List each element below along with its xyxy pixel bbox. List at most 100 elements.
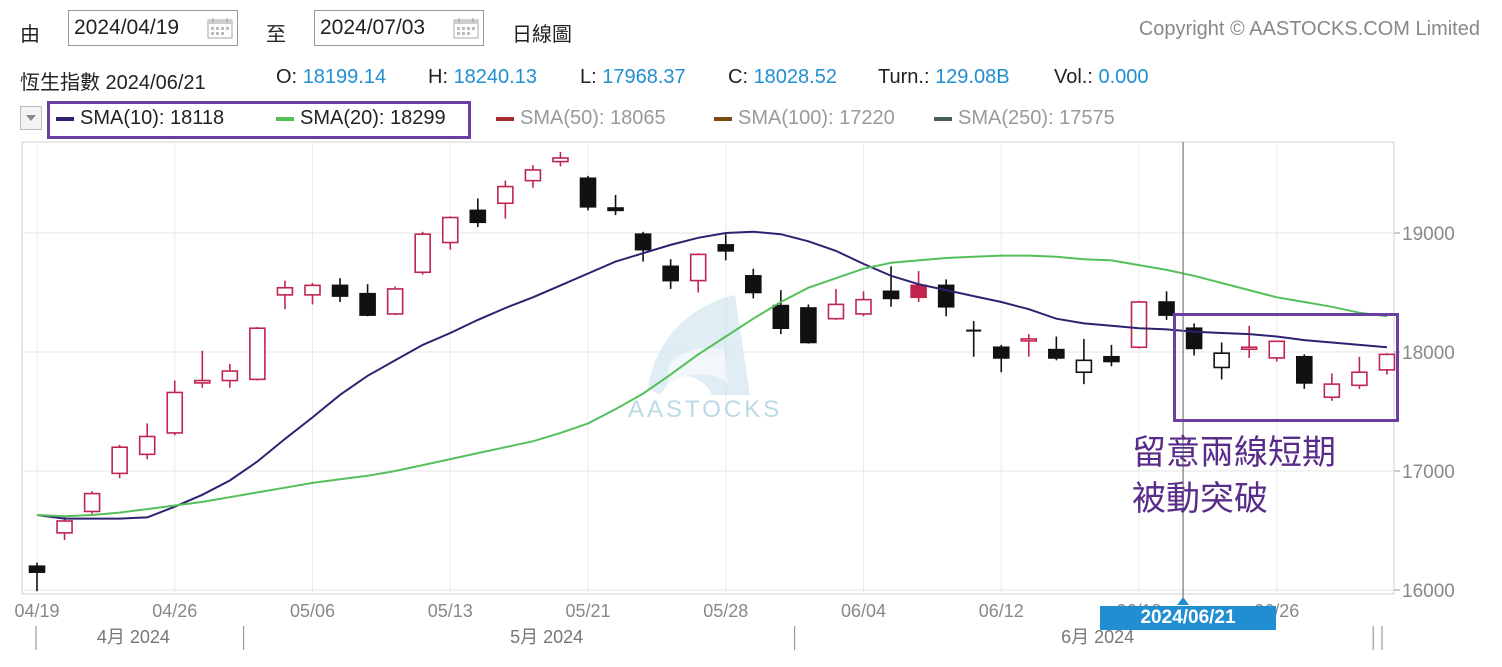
candle-body bbox=[414, 233, 432, 274]
candle bbox=[579, 175, 597, 211]
sma-line bbox=[36, 254, 1388, 518]
sma-20-legend[interactable]: SMA(20): 18299 bbox=[276, 107, 446, 130]
from-date-field[interactable]: 2024/04/19 bbox=[68, 10, 238, 46]
candle bbox=[689, 253, 707, 293]
candle-body bbox=[910, 284, 927, 299]
candle bbox=[194, 350, 211, 388]
y-tick-label: 19000 bbox=[1402, 224, 1455, 245]
candle bbox=[221, 363, 239, 388]
x-tick-label: 05/13 bbox=[428, 601, 473, 621]
month-label: 6月 2024 bbox=[1061, 627, 1134, 647]
candle-body bbox=[1130, 301, 1148, 349]
candle-body bbox=[194, 379, 211, 384]
x-axis: 04/19 04/26 05/06 05/13 05/21 05/28 06/04 06/12… bbox=[14, 601, 1383, 650]
chevron-down-icon bbox=[26, 115, 36, 121]
indicator-dropdown[interactable] bbox=[20, 106, 42, 130]
annotation-line: 被動突破 bbox=[1132, 479, 1268, 519]
candle-body bbox=[497, 185, 514, 205]
candle bbox=[28, 562, 46, 592]
candle bbox=[1213, 342, 1230, 380]
candle bbox=[552, 152, 569, 167]
candle bbox=[744, 268, 762, 299]
chart-kind-label[interactable]: 日線圖 bbox=[512, 24, 572, 46]
candle bbox=[83, 491, 101, 514]
volume-readout: Vol.: 0.000 bbox=[1054, 66, 1149, 88]
candle bbox=[111, 444, 128, 479]
calendar-icon[interactable] bbox=[207, 17, 233, 39]
x-tick-label: 04/19 bbox=[14, 601, 59, 621]
open-readout: O: 18199.14 bbox=[276, 66, 387, 88]
candle bbox=[772, 290, 790, 335]
candle bbox=[827, 288, 845, 320]
candle bbox=[441, 216, 459, 250]
from-label: 由 bbox=[20, 24, 40, 46]
candle-body bbox=[249, 327, 266, 381]
to-date-field[interactable]: 2024/07/03 bbox=[314, 10, 484, 46]
candle bbox=[1296, 354, 1313, 389]
candle bbox=[1020, 334, 1038, 357]
candles bbox=[28, 152, 1396, 592]
candle-body bbox=[827, 303, 845, 320]
candle bbox=[138, 423, 156, 460]
chart-overlay bbox=[1177, 142, 1190, 605]
candle-body bbox=[579, 177, 597, 208]
candle-body bbox=[28, 565, 46, 573]
candle bbox=[331, 278, 349, 303]
candle bbox=[414, 231, 432, 275]
month-label: 5月 2024 bbox=[510, 627, 583, 647]
info-title: 恆生指數 2024/06/21 bbox=[20, 72, 206, 94]
candle-body bbox=[276, 286, 294, 296]
candle-body bbox=[1048, 348, 1065, 359]
high-readout: H: 18240.13 bbox=[428, 66, 537, 88]
watermark-text: AASTOCKS bbox=[628, 396, 783, 423]
candle-body bbox=[689, 253, 707, 282]
candle bbox=[1158, 291, 1175, 320]
sma-250-legend[interactable]: SMA(250): 17575 bbox=[934, 107, 1115, 130]
candle-body bbox=[56, 520, 73, 534]
low-readout: L: 17968.37 bbox=[580, 66, 686, 88]
x-tick-label: 06/04 bbox=[841, 601, 886, 621]
candle bbox=[1130, 300, 1148, 349]
close-readout: C: 18028.52 bbox=[728, 66, 837, 88]
candle-body bbox=[221, 370, 239, 382]
candle bbox=[1075, 338, 1093, 385]
y-tick-label: 17000 bbox=[1402, 462, 1455, 483]
to-date-value: 2024/07/03 bbox=[320, 16, 426, 39]
candle-body bbox=[1213, 352, 1230, 369]
annotation-line: 留意兩線短期 bbox=[1132, 433, 1336, 473]
candle-body bbox=[1240, 346, 1258, 351]
candle-body bbox=[1020, 338, 1038, 342]
candle bbox=[276, 280, 294, 310]
candle bbox=[910, 271, 927, 303]
candle bbox=[1268, 340, 1286, 362]
x-tick-label: 04/26 bbox=[152, 601, 197, 621]
candle-body bbox=[1323, 383, 1341, 399]
cursor-marker bbox=[1177, 597, 1190, 605]
candle-body bbox=[1268, 340, 1286, 359]
candle-body bbox=[744, 275, 762, 294]
candle-body bbox=[111, 446, 128, 475]
candle-body bbox=[1296, 355, 1313, 384]
candle bbox=[359, 284, 376, 317]
calendar-icon[interactable] bbox=[453, 17, 479, 39]
sma-lines bbox=[36, 230, 1388, 520]
candle bbox=[717, 234, 735, 261]
candle-body bbox=[138, 435, 156, 456]
candle-body bbox=[524, 169, 542, 182]
candle bbox=[966, 321, 982, 357]
candle bbox=[1185, 323, 1203, 356]
sma-100-legend[interactable]: SMA(100): 17220 bbox=[714, 107, 895, 130]
candle-body bbox=[359, 292, 376, 316]
candle bbox=[249, 327, 266, 381]
copyright-text: Copyright © AASTOCKS.COM Limited bbox=[1138, 18, 1480, 40]
candle-body bbox=[1075, 359, 1093, 374]
x-tick-label: 06/12 bbox=[979, 601, 1024, 621]
sma-highlight-box bbox=[47, 101, 471, 139]
sma-50-legend[interactable]: SMA(50): 18065 bbox=[496, 107, 666, 130]
candle bbox=[992, 344, 1010, 373]
candle bbox=[855, 291, 872, 317]
candle bbox=[166, 380, 184, 436]
sma-10-legend[interactable]: SMA(10): 18118 bbox=[56, 107, 224, 130]
y-tick-label: 18000 bbox=[1402, 343, 1455, 364]
